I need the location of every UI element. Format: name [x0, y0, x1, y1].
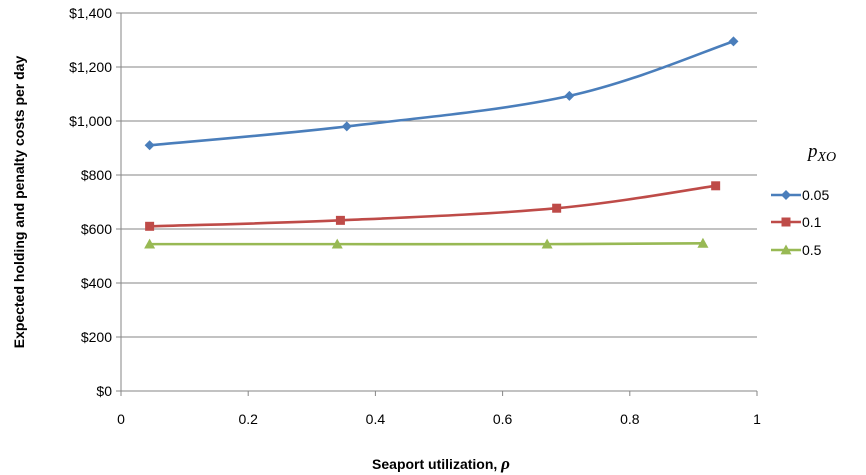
legend-swatch-marker	[781, 190, 791, 200]
y-tick-label: $1,000	[69, 113, 112, 129]
legend-label: 0.05	[802, 187, 829, 203]
data-point-0.5	[331, 238, 343, 249]
data-point-0.5	[144, 238, 156, 249]
x-tick-label: 1	[753, 411, 761, 427]
y-tick-label: $600	[81, 221, 112, 237]
y-tick-label: $1,200	[69, 59, 112, 75]
y-tick-label: $800	[81, 167, 112, 183]
y-axis-title: Expected holding and penalty costs per d…	[11, 56, 27, 349]
series-lines	[149, 40, 734, 246]
legend-title-sub: XO	[817, 150, 837, 165]
data-point-0.1	[145, 221, 155, 231]
x-tick-labels: 0 0.2 0.4 0.6 0.8 1	[117, 411, 761, 427]
legend: pXO 0.05 0.1 0.5	[771, 141, 836, 258]
y-tick-label: $1,400	[69, 5, 112, 21]
data-point-0.1	[335, 215, 345, 225]
x-axis-title-symbol: ρ	[500, 454, 510, 473]
legend-title-main: p	[806, 141, 818, 162]
x-tick-label: 0.2	[238, 411, 258, 427]
y-tick-label: $400	[81, 275, 112, 291]
data-point-0.05	[728, 36, 739, 47]
data-point-0.1	[552, 203, 562, 213]
data-point-0.1	[711, 181, 721, 191]
y-tick-label: $200	[81, 329, 112, 345]
legend-title: pXO	[806, 141, 836, 165]
x-tick-label: 0.4	[366, 411, 386, 427]
legend-label: 0.5	[802, 242, 822, 258]
data-point-0.05	[341, 121, 352, 132]
gridlines	[121, 12, 757, 338]
x-tick-label: 0	[117, 411, 125, 427]
data-point-0.05	[144, 140, 155, 151]
x-axis-title: Seaport utilization, ρ	[372, 454, 510, 473]
data-point-0.05	[564, 90, 575, 101]
legend-swatch-marker	[780, 244, 792, 255]
y-tick-labels: $0 $200 $400 $600 $800 $1,000 $1,200 $1,400	[69, 5, 112, 399]
data-point-0.5	[541, 238, 553, 249]
y-tick-label: $0	[96, 383, 112, 399]
series-line-0.5	[149, 242, 703, 246]
x-axis-title-text: Seaport utilization,	[372, 456, 501, 472]
legend-label: 0.1	[802, 214, 822, 230]
x-tick-label: 0.6	[493, 411, 513, 427]
legend-items: 0.05 0.1 0.5	[771, 187, 829, 258]
legend-swatch-marker	[781, 217, 791, 227]
series-line-0.05	[149, 40, 734, 147]
x-tick-label: 0.8	[620, 411, 640, 427]
axes	[116, 12, 758, 396]
data-point-0.5	[697, 237, 709, 248]
series-markers	[144, 36, 739, 249]
series-line-0.1	[149, 184, 716, 228]
